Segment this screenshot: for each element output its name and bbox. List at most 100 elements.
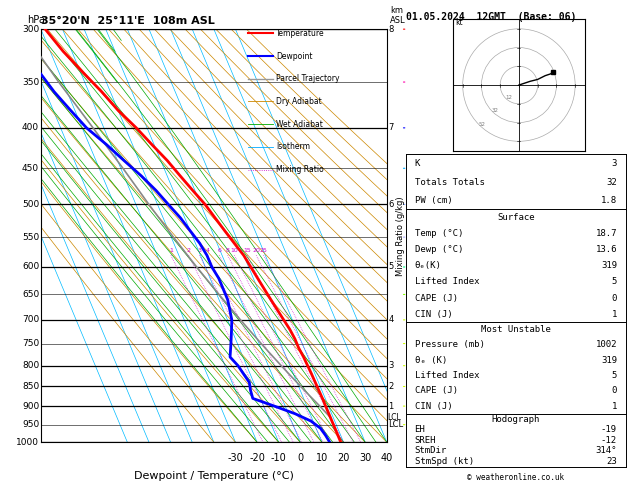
Text: 5: 5 — [389, 262, 394, 272]
Text: 15: 15 — [243, 248, 251, 253]
Text: Dewpoint / Temperature (°C): Dewpoint / Temperature (°C) — [134, 471, 294, 481]
Text: 1: 1 — [389, 401, 394, 411]
Text: Temp (°C): Temp (°C) — [415, 229, 463, 238]
Text: θₑ (K): θₑ (K) — [415, 356, 447, 364]
Text: 40: 40 — [381, 452, 393, 463]
Text: 1: 1 — [611, 402, 617, 411]
Text: 550: 550 — [22, 233, 39, 242]
Text: 319: 319 — [601, 261, 617, 270]
Text: 3: 3 — [198, 248, 201, 253]
Text: SREH: SREH — [415, 436, 436, 445]
Text: 3: 3 — [389, 361, 394, 370]
Text: 23: 23 — [606, 457, 617, 466]
Text: 20: 20 — [252, 248, 260, 253]
Text: hPa: hPa — [27, 15, 45, 25]
Text: 1002: 1002 — [596, 340, 617, 349]
Text: 7: 7 — [389, 123, 394, 132]
Text: CIN (J): CIN (J) — [415, 310, 452, 319]
Text: 2: 2 — [187, 248, 191, 253]
Text: 6: 6 — [389, 200, 394, 209]
Text: 850: 850 — [22, 382, 39, 391]
Text: 25: 25 — [260, 248, 267, 253]
Text: -12: -12 — [601, 436, 617, 445]
Text: 600: 600 — [22, 262, 39, 272]
Text: 700: 700 — [22, 315, 39, 324]
Text: Temperature: Temperature — [276, 29, 325, 38]
Text: 3: 3 — [611, 159, 617, 168]
Text: Lifted Index: Lifted Index — [415, 371, 479, 380]
Text: 2: 2 — [389, 382, 394, 391]
Text: 1000: 1000 — [16, 438, 39, 447]
Text: Mixing Ratio (g/kg): Mixing Ratio (g/kg) — [396, 196, 405, 276]
Text: 35°20'N  25°11'E  108m ASL: 35°20'N 25°11'E 108m ASL — [41, 16, 214, 26]
Text: kt: kt — [455, 18, 463, 27]
Text: 10: 10 — [316, 452, 328, 463]
Text: 1: 1 — [169, 248, 173, 253]
Text: 4: 4 — [389, 315, 394, 324]
Text: 5: 5 — [611, 278, 617, 286]
Text: Lifted Index: Lifted Index — [415, 278, 479, 286]
Text: 20: 20 — [337, 452, 350, 463]
Text: 0: 0 — [611, 294, 617, 303]
Text: 30: 30 — [359, 452, 371, 463]
Text: CAPE (J): CAPE (J) — [415, 386, 457, 396]
Text: 52: 52 — [479, 122, 486, 126]
Text: 5: 5 — [611, 371, 617, 380]
Text: 319: 319 — [601, 356, 617, 364]
Text: -20: -20 — [249, 452, 265, 463]
Text: Hodograph: Hodograph — [492, 415, 540, 424]
Text: -19: -19 — [601, 425, 617, 434]
Text: Dewp (°C): Dewp (°C) — [415, 245, 463, 254]
Text: Dry Adiabat: Dry Adiabat — [276, 97, 322, 106]
Text: 500: 500 — [22, 200, 39, 209]
Text: 0: 0 — [298, 452, 303, 463]
Text: PW (cm): PW (cm) — [415, 196, 452, 205]
Text: km
ASL: km ASL — [390, 6, 406, 25]
Text: 750: 750 — [22, 339, 39, 348]
Text: 32: 32 — [492, 108, 499, 113]
Text: 4: 4 — [206, 248, 209, 253]
Text: Parcel Trajectory: Parcel Trajectory — [276, 74, 340, 83]
Text: Wet Adiabat: Wet Adiabat — [276, 120, 323, 129]
Text: 6: 6 — [217, 248, 221, 253]
Text: 300: 300 — [22, 25, 39, 34]
Text: CAPE (J): CAPE (J) — [415, 294, 457, 303]
Text: Most Unstable: Most Unstable — [481, 325, 551, 334]
Text: -10: -10 — [271, 452, 287, 463]
Text: Mixing Ratio: Mixing Ratio — [276, 165, 324, 174]
Text: K: K — [415, 159, 420, 168]
Text: 800: 800 — [22, 361, 39, 370]
Text: θₑ(K): θₑ(K) — [415, 261, 442, 270]
Text: 13.6: 13.6 — [596, 245, 617, 254]
Text: 18.7: 18.7 — [596, 229, 617, 238]
Text: Pressure (mb): Pressure (mb) — [415, 340, 484, 349]
Text: 0: 0 — [611, 386, 617, 396]
Text: StmDir: StmDir — [415, 446, 447, 455]
Text: Totals Totals: Totals Totals — [415, 177, 484, 187]
Text: 900: 900 — [22, 401, 39, 411]
Text: 8: 8 — [226, 248, 230, 253]
Text: Dewpoint: Dewpoint — [276, 52, 313, 61]
Text: Isotherm: Isotherm — [276, 142, 310, 152]
Text: 01.05.2024  12GMT  (Base: 06): 01.05.2024 12GMT (Base: 06) — [406, 12, 576, 22]
Text: 10: 10 — [231, 248, 238, 253]
Text: © weatheronline.co.uk: © weatheronline.co.uk — [467, 473, 564, 482]
Text: 1: 1 — [611, 310, 617, 319]
Text: 450: 450 — [22, 164, 39, 173]
Text: -30: -30 — [228, 452, 243, 463]
Text: 314°: 314° — [596, 446, 617, 455]
Text: CIN (J): CIN (J) — [415, 402, 452, 411]
Text: 400: 400 — [22, 123, 39, 132]
Text: 950: 950 — [22, 420, 39, 429]
Text: Surface: Surface — [497, 213, 535, 222]
Text: LCL: LCL — [387, 413, 401, 422]
Text: 32: 32 — [606, 177, 617, 187]
Text: 12: 12 — [506, 95, 513, 100]
Text: 1.8: 1.8 — [601, 196, 617, 205]
Text: EH: EH — [415, 425, 425, 434]
Text: 650: 650 — [22, 290, 39, 299]
Text: 8: 8 — [389, 25, 394, 34]
Text: 350: 350 — [22, 78, 39, 87]
Text: StmSpd (kt): StmSpd (kt) — [415, 457, 474, 466]
Text: LCL: LCL — [389, 420, 404, 429]
